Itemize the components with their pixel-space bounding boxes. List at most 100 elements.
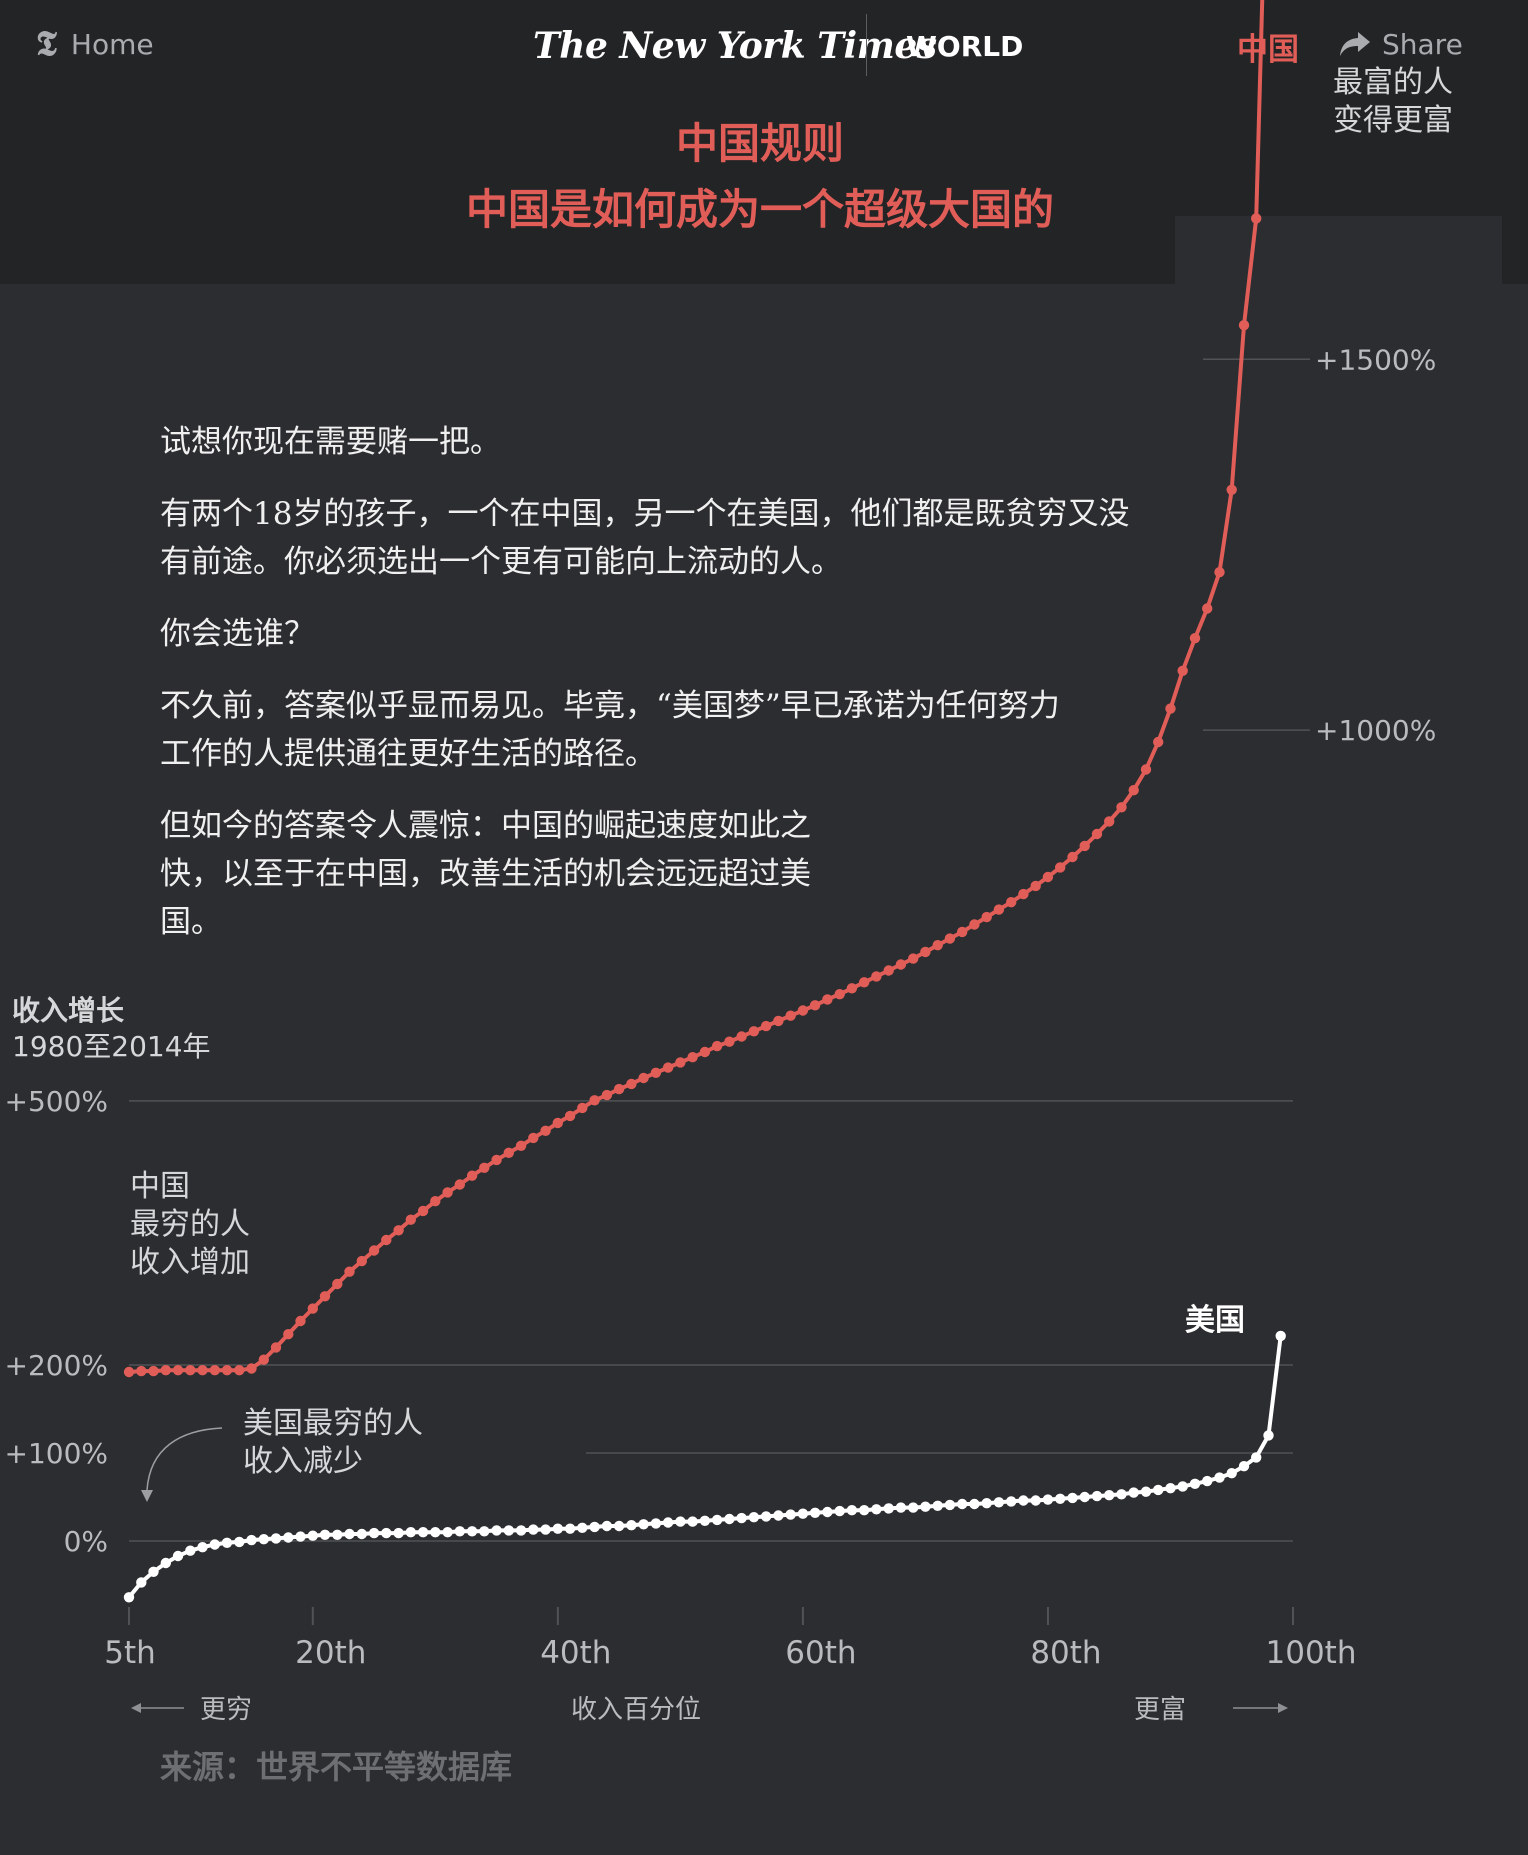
data-point-china	[809, 1000, 821, 1011]
data-point-usa	[675, 1516, 686, 1527]
data-point-china	[944, 933, 956, 944]
data-point-usa	[356, 1528, 367, 1540]
data-point-usa	[160, 1557, 171, 1569]
home-link[interactable]: 𝕿 Home	[36, 24, 154, 64]
data-point-usa	[307, 1530, 318, 1541]
data-point-china	[246, 1363, 257, 1374]
data-point-china	[405, 1214, 416, 1225]
y-tick-label: +1000%	[1315, 714, 1436, 747]
annotation-arrow-icon	[141, 1490, 153, 1502]
data-point-usa	[589, 1521, 600, 1533]
x-tick-label: 60th	[785, 1635, 856, 1671]
data-point-usa	[1214, 1472, 1225, 1483]
data-point-usa	[405, 1527, 416, 1538]
data-point-usa	[1042, 1494, 1054, 1505]
data-point-china	[295, 1315, 306, 1327]
x-axis-title: 收入百分位	[571, 1695, 701, 1725]
data-point-china	[883, 965, 894, 976]
data-point-china	[760, 1020, 772, 1032]
data-point-china	[638, 1072, 649, 1084]
data-point-usa	[123, 1592, 135, 1603]
data-point-china	[479, 1162, 490, 1174]
data-point-usa	[760, 1511, 772, 1522]
y-axis-subtitle: 1980至2014年	[12, 1030, 211, 1063]
section-link-world[interactable]: WORLD	[906, 29, 1024, 63]
data-point-usa	[454, 1526, 465, 1537]
data-point-usa	[564, 1523, 576, 1534]
data-point-usa	[895, 1502, 907, 1513]
intro-paragraph-4: 不久前，答案似乎显而易见。毕竟，“美国梦”早已承诺为任何努力工作的人提供通往更好…	[160, 688, 1060, 772]
data-point-china	[1153, 736, 1164, 748]
x-tick-label: 20th	[295, 1635, 366, 1671]
data-point-usa	[1006, 1496, 1017, 1507]
data-point-usa	[773, 1510, 784, 1521]
data-point-china	[136, 1365, 147, 1377]
data-point-china	[258, 1354, 269, 1365]
data-point-usa	[613, 1520, 625, 1532]
data-point-china	[589, 1095, 600, 1106]
data-point-usa	[1263, 1430, 1274, 1441]
data-point-usa	[687, 1516, 698, 1527]
data-point-usa	[859, 1505, 870, 1516]
data-point-china	[834, 989, 845, 1000]
annotation-china-poorest: 收入增加	[130, 1245, 250, 1280]
data-point-china	[993, 904, 1005, 915]
headline-title: 中国是如何成为一个超级大国的	[465, 185, 1054, 234]
data-point-china	[871, 971, 882, 982]
data-point-china	[442, 1187, 453, 1198]
data-point-china	[1067, 851, 1078, 863]
data-point-usa	[883, 1503, 894, 1514]
data-point-usa	[172, 1550, 184, 1562]
data-point-usa	[552, 1523, 563, 1534]
data-point-china	[160, 1365, 171, 1376]
data-point-usa	[185, 1545, 196, 1556]
data-point-usa	[846, 1505, 858, 1516]
data-point-china	[969, 919, 980, 930]
series-line-china	[128, 0, 1265, 1374]
share-button[interactable]: Share	[1338, 24, 1463, 64]
masthead-logo[interactable]: The New York Times	[533, 25, 937, 67]
masthead-divider	[866, 14, 867, 76]
data-point-usa	[1251, 1452, 1262, 1463]
data-point-usa	[148, 1566, 159, 1578]
home-label: Home	[70, 27, 154, 61]
data-point-china	[172, 1365, 184, 1376]
data-point-china	[319, 1291, 331, 1302]
data-point-usa	[871, 1504, 882, 1515]
data-point-usa	[332, 1529, 343, 1541]
data-point-usa	[1140, 1486, 1152, 1497]
data-point-usa	[393, 1527, 404, 1539]
share-label: Share	[1382, 27, 1463, 61]
data-point-china	[1189, 633, 1201, 644]
data-point-china	[344, 1266, 355, 1277]
data-point-china	[601, 1089, 613, 1101]
data-point-usa	[1018, 1495, 1029, 1506]
y-axis-title: 收入增长	[12, 994, 124, 1027]
data-point-china	[613, 1083, 625, 1095]
annotation-usa-poorest: 美国最穷的人	[243, 1406, 423, 1441]
data-point-usa	[797, 1508, 809, 1519]
data-point-usa	[1153, 1484, 1164, 1496]
data-point-china	[650, 1067, 662, 1079]
x-tick-label: 5th	[104, 1635, 156, 1671]
data-point-usa	[136, 1577, 147, 1588]
data-point-usa	[699, 1515, 711, 1527]
data-point-china	[711, 1040, 723, 1052]
data-point-usa	[1177, 1481, 1188, 1492]
data-point-china	[687, 1052, 698, 1063]
data-point-usa	[319, 1529, 331, 1541]
y-tick-label: +1500%	[1315, 343, 1436, 376]
data-point-usa	[528, 1524, 539, 1535]
data-point-china	[148, 1365, 159, 1377]
data-point-china	[1128, 785, 1139, 796]
data-point-china	[1165, 703, 1176, 714]
data-point-china	[1251, 213, 1262, 224]
data-point-china	[430, 1196, 441, 1207]
y-tick-label: 0%	[64, 1525, 108, 1558]
data-point-usa	[1116, 1489, 1127, 1500]
data-point-usa	[209, 1539, 220, 1550]
data-point-usa	[344, 1528, 355, 1540]
intro-text: 试想你现在需要赌一把。 有两个18岁的孩子，一个在中国，另一个在美国，他们都是既…	[160, 418, 1150, 970]
richer-arrow-icon	[1278, 1703, 1288, 1713]
data-point-usa	[577, 1522, 588, 1534]
